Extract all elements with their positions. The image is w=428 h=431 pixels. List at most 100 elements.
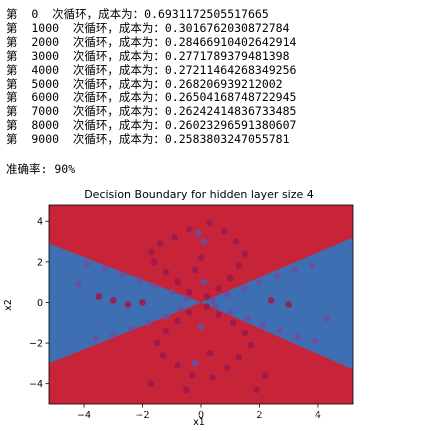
x-tick-label: 4 (315, 410, 321, 421)
data-point (226, 309, 234, 316)
data-point (224, 291, 231, 298)
x-tick-label: −2 (136, 410, 150, 421)
log-line: 第 2000 次循环，成本为：0.28466910402642914 (6, 34, 297, 49)
data-point (311, 337, 319, 345)
data-point (174, 362, 181, 369)
training-log: 第 0 次循环，成本为：0.6931172505517665 第 1000 次循环… (6, 7, 297, 147)
log-line: 第 9000 次循环，成本为：0.2583803247055781 (6, 132, 290, 147)
red-region-bottom (49, 302, 353, 404)
y-axis-label: x2 (3, 299, 14, 311)
data-point (74, 280, 82, 288)
data-point (124, 301, 132, 308)
x-axis-label: x1 (193, 417, 205, 428)
data-point (291, 266, 298, 274)
data-point (221, 228, 228, 235)
data-point (241, 329, 249, 337)
decision-boundary-plot: Decision Boundary for hidden layer size … (3, 188, 374, 428)
data-point (101, 264, 108, 272)
data-point (136, 276, 143, 284)
y-tick-label: −4 (29, 379, 43, 390)
log-line: 第 3000 次循环，成本为：0.2771789379481398 (6, 48, 290, 63)
data-point (226, 274, 234, 282)
data-point (188, 372, 196, 379)
data-point (150, 282, 158, 290)
data-point (247, 341, 254, 349)
data-point (168, 289, 176, 296)
data-point (194, 230, 202, 237)
data-point (235, 353, 243, 361)
data-point (229, 319, 237, 327)
data-point (118, 270, 126, 278)
log-line: 第 8000 次循环，成本为：0.26023296591380607 (6, 118, 297, 133)
data-point (171, 234, 178, 241)
data-point (200, 278, 208, 286)
data-point (285, 301, 292, 308)
data-point (186, 289, 193, 296)
data-point (177, 305, 184, 312)
y-tick-label: 2 (37, 257, 43, 268)
data-point (92, 335, 100, 343)
data-point (150, 258, 158, 266)
data-point (159, 351, 167, 359)
data-point (174, 317, 181, 325)
data-point (186, 226, 193, 233)
x-tick-label: 2 (256, 410, 262, 421)
x-tick-label: 0 (198, 410, 204, 421)
data-point (186, 309, 193, 316)
accuracy-text: 准确率: 90% (6, 162, 76, 176)
log-line: 第 7000 次循环，成本为：0.26242414836733485 (6, 104, 297, 119)
data-point (162, 327, 170, 335)
data-point (148, 248, 155, 256)
data-point (206, 349, 214, 357)
data-point (273, 272, 281, 280)
data-point (203, 303, 211, 310)
data-point (209, 297, 216, 304)
watermark: https://blog.csdn.net/missyoualways (136, 405, 374, 420)
plot-axes: −4 −2 0 2 4 −4 −2 0 2 4 (29, 204, 354, 421)
data-point (139, 299, 146, 306)
data-point (174, 278, 181, 286)
data-point (191, 360, 199, 367)
log-line: 第 0 次循环，成本为：0.6931172505517665 (6, 7, 269, 21)
data-point (110, 331, 117, 339)
data-point (200, 238, 208, 245)
data-point (323, 315, 330, 323)
data-point (215, 311, 222, 318)
log-line: 第 6000 次循环，成本为：0.26504168748722945 (6, 90, 297, 105)
y-tick-label: −2 (29, 339, 43, 350)
data-point (235, 262, 243, 270)
log-line: 第 4000 次循环，成本为：0.27211464268349256 (6, 62, 297, 77)
data-point (256, 278, 263, 286)
data-point (215, 284, 222, 292)
data-point (308, 262, 316, 270)
data-point (83, 260, 91, 268)
data-point (127, 325, 135, 333)
data-point (153, 339, 161, 347)
data-point (276, 327, 284, 335)
data-point (197, 323, 205, 331)
data-point (162, 268, 170, 276)
log-line: 第 5000 次循环，成本为：0.268206939212002 (6, 76, 283, 91)
data-point (212, 303, 219, 310)
data-point (191, 266, 199, 274)
red-region-top (49, 205, 353, 303)
data-point (244, 315, 252, 323)
data-point (241, 284, 249, 292)
y-tick-label: 0 (37, 298, 43, 309)
log-line: 第 1000 次循环，成本为：0.3016762030872784 (6, 20, 290, 35)
data-point (241, 250, 249, 258)
data-point (203, 293, 211, 300)
data-point (232, 238, 240, 245)
data-point (224, 364, 231, 371)
data-point (183, 295, 190, 302)
data-point (95, 293, 102, 300)
data-point (197, 254, 205, 262)
data-point (206, 219, 214, 227)
data-point (148, 380, 155, 387)
data-point (156, 240, 164, 247)
data-point (262, 372, 269, 379)
data-point (209, 374, 216, 381)
y-tick-label: 4 (37, 217, 43, 228)
x-tick-label: −4 (77, 410, 91, 421)
data-point (267, 297, 275, 304)
